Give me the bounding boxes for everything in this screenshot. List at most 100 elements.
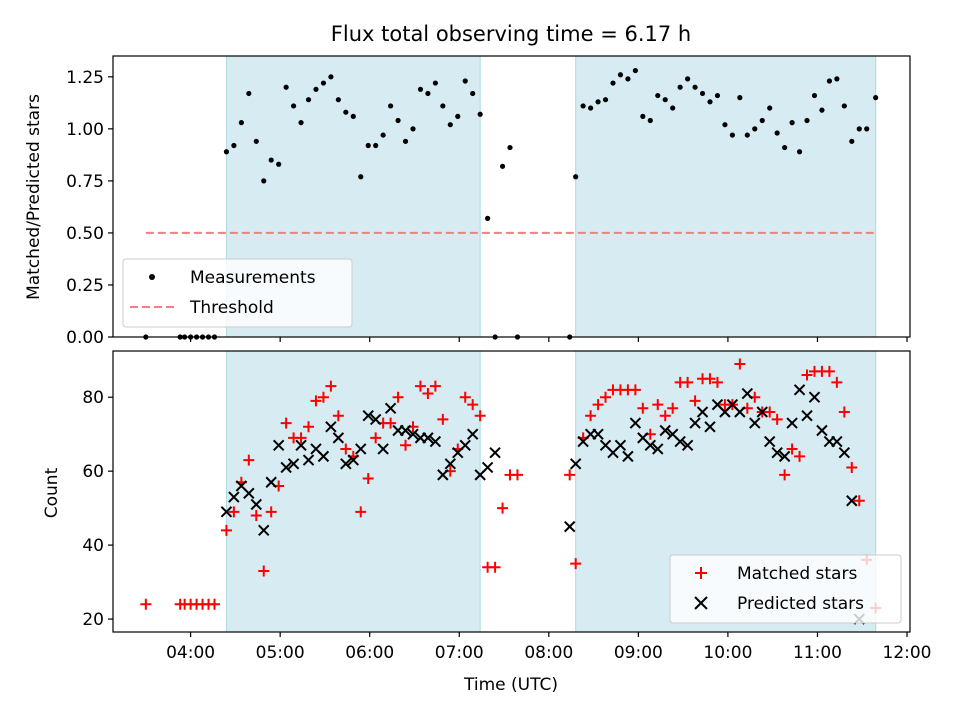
measurement-point-38 xyxy=(440,103,446,109)
predicted-star-point-2 xyxy=(228,491,240,503)
measurement-point-23 xyxy=(328,74,334,80)
measurement-point-9 xyxy=(223,149,230,155)
x-tick-label-8: 11:00 xyxy=(793,643,842,663)
measurement-point-37 xyxy=(432,80,438,86)
matched-star-point-59 xyxy=(637,402,649,414)
top-y-tick-label-5: 1.00 xyxy=(66,120,104,140)
matched-star-point-69 xyxy=(711,376,723,388)
matched-star-point-46 xyxy=(497,502,509,514)
matched-star-point-43 xyxy=(474,410,486,422)
measurement-point-18 xyxy=(290,103,297,109)
measurement-point-63 xyxy=(670,105,676,111)
measurement-point-28 xyxy=(365,142,371,149)
bottom-y-tick-label-4: 80 xyxy=(82,388,104,408)
predicted-star-point-46 xyxy=(622,450,634,463)
measurement-point-69 xyxy=(714,92,721,99)
predicted-star-point-74 xyxy=(831,435,843,448)
matched-star-point-62 xyxy=(659,410,671,422)
measurement-point-26 xyxy=(350,113,356,119)
predicted-star-point-5 xyxy=(250,498,262,511)
top-y-axis-label: Matched/Predicted stars xyxy=(24,94,44,300)
matched-star-point-23 xyxy=(325,380,337,392)
measurement-points xyxy=(143,67,879,340)
matched-star-point-28 xyxy=(362,473,374,485)
matched-star-point-20 xyxy=(303,421,315,433)
matched-star-point-63 xyxy=(667,402,679,414)
matched-star-point-38 xyxy=(437,413,449,425)
measurement-point-65 xyxy=(685,76,691,82)
measurement-point-77 xyxy=(774,130,780,136)
matched-star-point-84 xyxy=(823,365,835,377)
x-axis-label: Time (UTC) xyxy=(463,675,558,695)
predicted-star-point-39 xyxy=(569,458,582,470)
matched-star-point-22 xyxy=(317,391,329,403)
predicted-star-point-11 xyxy=(295,439,307,451)
predicted-star-point-61 xyxy=(734,406,746,418)
matched-star-point-37 xyxy=(429,380,441,392)
bottom-legend: Matched stars Predicted stars xyxy=(669,554,902,624)
measurement-point-71 xyxy=(729,132,735,138)
measurement-point-88 xyxy=(856,126,862,132)
measurement-point-20 xyxy=(305,97,312,103)
predicted-star-point-34 xyxy=(466,428,479,440)
measurement-point-81 xyxy=(804,117,810,124)
predicted-star-point-57 xyxy=(704,421,716,433)
predicted-star-point-63 xyxy=(749,417,761,429)
measurement-point-68 xyxy=(707,99,713,105)
predicted-star-point-70 xyxy=(801,409,813,422)
predicted-star-point-26 xyxy=(407,428,419,440)
predicted-star-point-23 xyxy=(384,402,397,415)
predicted-star-point-19 xyxy=(355,443,367,455)
matched-star-point-79 xyxy=(786,443,798,455)
predicted-star-point-75 xyxy=(838,446,851,459)
predicted-star-point-49 xyxy=(644,439,657,451)
measurement-point-40 xyxy=(455,113,461,119)
predicted-star-point-67 xyxy=(778,450,791,463)
matched-star-point-8 xyxy=(208,598,220,610)
matched-star-point-12 xyxy=(243,454,255,466)
measurement-point-33 xyxy=(402,138,409,144)
measurement-point-51 xyxy=(580,103,586,109)
measurement-point-31 xyxy=(388,103,394,109)
measurement-point-42 xyxy=(470,90,476,97)
predicted-star-point-65 xyxy=(763,435,776,448)
matched-star-point-68 xyxy=(704,373,716,385)
predicted-star-points xyxy=(220,384,865,625)
predicted-star-point-68 xyxy=(786,417,798,429)
matched-star-point-42 xyxy=(467,399,479,411)
measurement-point-67 xyxy=(699,90,706,97)
bottom-y-tick-label-3: 60 xyxy=(82,462,104,482)
matched-star-point-58 xyxy=(629,384,641,396)
matched-star-point-50 xyxy=(570,558,582,570)
predicted-star-point-25 xyxy=(399,424,412,437)
measurement-point-89 xyxy=(864,126,870,132)
top-y-tick-label-1: 0.00 xyxy=(66,328,104,348)
bottom-x-ticks: 04:00 05:00 06:00 07:00 08:00 09:00 10:00 11:00… xyxy=(166,632,932,663)
measurement-point-27 xyxy=(358,174,364,180)
measurement-point-16 xyxy=(276,161,282,167)
measurement-point-82 xyxy=(811,92,818,99)
matched-star-point-65 xyxy=(682,376,694,388)
measurement-point-34 xyxy=(410,126,416,132)
top-y-tick-label-3: 0.50 xyxy=(66,224,104,244)
predicted-star-point-14 xyxy=(317,450,330,463)
top-x-ticks xyxy=(190,337,908,342)
legend-threshold-label: Threshold xyxy=(189,298,274,318)
measurement-point-75 xyxy=(759,117,765,124)
measurement-point-22 xyxy=(320,80,327,86)
legend-measurements-marker xyxy=(149,274,155,280)
bottom-y-tick-label-1: 20 xyxy=(82,610,104,630)
predicted-star-point-66 xyxy=(771,446,783,459)
matched-star-point-13 xyxy=(250,510,262,522)
measurement-point-66 xyxy=(692,84,698,90)
matched-star-point-81 xyxy=(801,369,813,381)
matched-star-point-85 xyxy=(831,376,843,388)
predicted-star-point-17 xyxy=(340,458,352,470)
x-tick-label-5: 08:00 xyxy=(524,643,573,663)
measurement-point-86 xyxy=(841,103,847,109)
measurement-point-79 xyxy=(789,120,795,126)
measurement-point-76 xyxy=(767,105,773,111)
bottom-y-tick-label-2: 40 xyxy=(82,536,104,556)
matched-star-point-32 xyxy=(392,391,404,403)
measurement-point-73 xyxy=(744,132,750,138)
